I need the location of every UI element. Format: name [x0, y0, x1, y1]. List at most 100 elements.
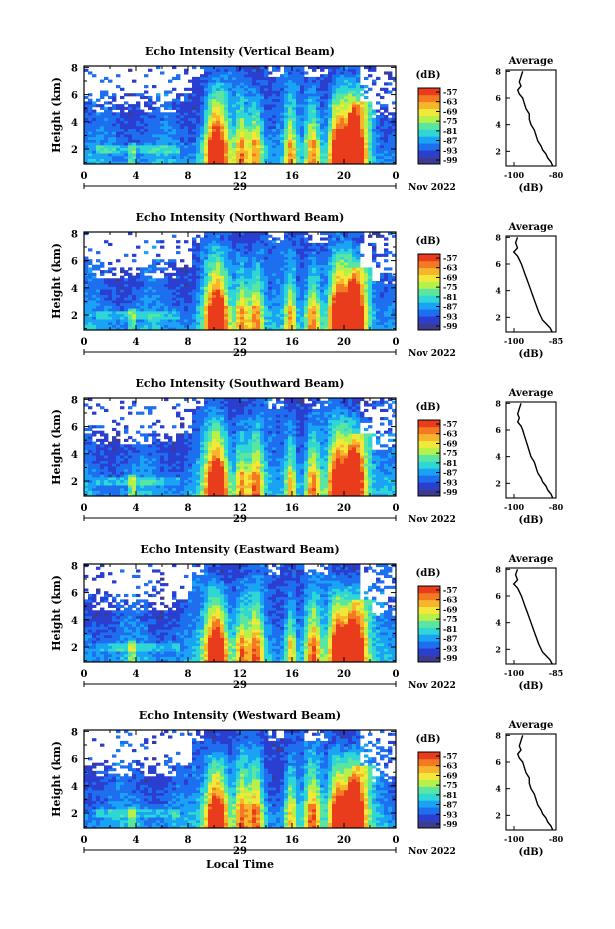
heatmap-cell [208, 144, 213, 149]
heatmap-cell [392, 234, 397, 238]
heatmap-cell [260, 259, 265, 263]
heatmap-cell [296, 237, 301, 241]
heatmap-cell [172, 327, 177, 331]
heatmap-cell [160, 125, 165, 130]
heatmap-cell [144, 283, 149, 287]
heatmap-cell [188, 142, 193, 146]
heatmap-cell [340, 87, 345, 91]
heatmap-cell [332, 264, 337, 268]
heatmap-cell [364, 158, 369, 162]
heatmap-cell [252, 153, 257, 157]
heatmap-cell [288, 286, 293, 290]
heatmap-cell [320, 142, 325, 146]
heatmap-cell [276, 237, 281, 241]
heatmap-cell [124, 125, 129, 130]
heatmap-cell [96, 479, 101, 483]
heatmap-cell [244, 93, 249, 97]
heatmap-cell [200, 300, 205, 304]
heatmap-cell [192, 142, 197, 146]
heatmap-cell [284, 112, 289, 116]
heatmap-cell [204, 272, 209, 276]
heatmap-cell [180, 270, 185, 274]
heatmap-cell [312, 158, 317, 162]
heatmap-cell [260, 85, 265, 89]
heatmap-cell [284, 136, 289, 140]
heatmap-cell [188, 104, 193, 108]
heatmap-cell [304, 115, 309, 119]
heatmap-cell [184, 101, 189, 105]
heatmap-cell [204, 101, 209, 105]
heatmap-cell [256, 316, 261, 320]
heatmap-cell [180, 150, 185, 154]
heatmap-cell [84, 468, 89, 472]
heatmap-cell [176, 294, 181, 298]
heatmap-cell [136, 316, 141, 320]
heatmap-cell [388, 147, 393, 151]
heatmap-cell [332, 308, 337, 312]
heatmap-cell [272, 153, 277, 157]
heatmap-cell [232, 125, 237, 130]
heatmap-cell [156, 131, 161, 135]
heatmap-cell [236, 259, 241, 263]
heatmap-cell [208, 289, 213, 293]
heatmap-cell [176, 131, 181, 135]
heatmap-cell [88, 144, 93, 149]
colorbar-swatch [418, 143, 440, 151]
heatmap-cell [384, 153, 389, 157]
heatmap-cell [192, 297, 197, 301]
heatmap-cell [160, 319, 165, 323]
heatmap-cell [292, 128, 297, 132]
heatmap-cell [304, 321, 309, 325]
heatmap-cell [300, 158, 305, 162]
heatmap-cell [156, 302, 161, 306]
heatmap-cell [124, 305, 129, 309]
heatmap-cell [232, 242, 237, 247]
heatmap-cell [196, 158, 201, 162]
heatmap-cell [224, 256, 229, 260]
profile-x-label: (dB) [519, 183, 544, 194]
heatmap-cell [296, 313, 301, 317]
heatmap-cell [260, 283, 265, 287]
heatmap-cell [280, 300, 285, 304]
heatmap-cell [300, 232, 305, 236]
heatmap-cell [316, 302, 321, 306]
heatmap-cell [308, 158, 313, 162]
heatmap-cell [244, 234, 249, 238]
heatmap-cell [192, 134, 197, 138]
heatmap-cell [220, 272, 225, 276]
heatmap-cell [288, 82, 293, 86]
heatmap-cell [284, 104, 289, 108]
heatmap-cell [372, 291, 377, 296]
heatmap-cell [308, 310, 313, 315]
heatmap-cell [148, 321, 153, 325]
heatmap-cell [236, 248, 241, 252]
heatmap-cell [152, 109, 157, 113]
heatmap-cell [292, 123, 297, 127]
heatmap-cell [288, 316, 293, 320]
heatmap-cell [232, 261, 237, 266]
heatmap-cell [300, 147, 305, 151]
heatmap-cell [372, 259, 377, 263]
heatmap-cell [272, 101, 277, 105]
heatmap-cell [328, 147, 333, 151]
heatmap-cell [152, 278, 157, 282]
heatmap-cell [340, 251, 345, 255]
colorbar-tick-label: -87 [443, 302, 457, 312]
heatmap-cell [228, 310, 233, 315]
heatmap-cell [276, 153, 281, 157]
heatmap-cell [384, 87, 389, 91]
heatmap-cell [204, 300, 209, 304]
heatmap-cell [212, 245, 217, 249]
heatmap-cell [304, 310, 309, 315]
heatmap-cell [164, 155, 169, 159]
heatmap-cell [188, 297, 193, 301]
heatmap-cell [284, 302, 289, 306]
heatmap-cell [268, 98, 273, 102]
heatmap-cell [224, 74, 229, 78]
heatmap-cell [284, 310, 289, 315]
heatmap-cell [88, 457, 93, 462]
heatmap-cell [104, 142, 109, 146]
heatmap-cell [180, 147, 185, 151]
heatmap-cell [96, 104, 101, 108]
